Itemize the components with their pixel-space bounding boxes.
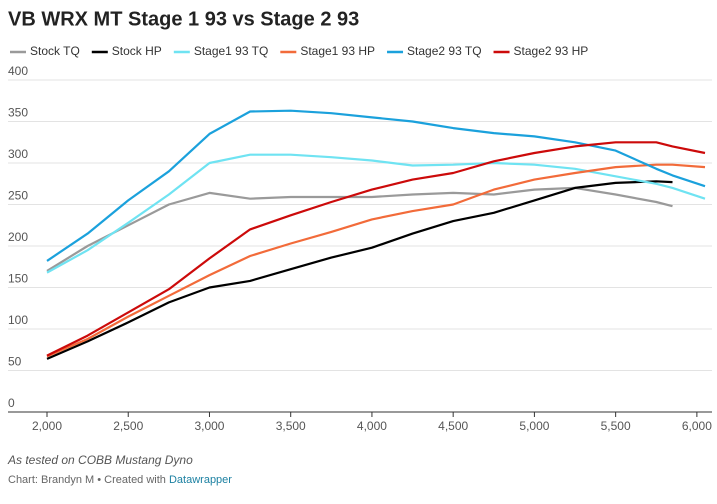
series-line bbox=[46, 186, 673, 272]
legend: Stock TQ Stock HP Stage1 93 TQ Stage1 93 HP… bbox=[10, 44, 588, 58]
x-tick-label: 5,500 bbox=[601, 419, 631, 433]
y-tick-label: 400 bbox=[8, 64, 28, 78]
x-tick-label: 4,500 bbox=[438, 419, 468, 433]
x-tick-label: 2,500 bbox=[113, 419, 143, 433]
x-tick-label: 5,000 bbox=[519, 419, 549, 433]
credit-text: Chart: Brandyn M • Created with bbox=[8, 474, 166, 486]
chart-note: As tested on COBB Mustang Dyno bbox=[7, 453, 193, 467]
chart-credit: Chart: Brandyn M • Created with Datawrap… bbox=[8, 474, 232, 486]
y-tick-label: 50 bbox=[8, 355, 22, 369]
y-tick-label: 150 bbox=[8, 272, 28, 286]
y-tick-label: 300 bbox=[8, 147, 28, 161]
series-line bbox=[46, 141, 706, 357]
x-tick-label: 4,000 bbox=[357, 419, 387, 433]
x-tick-label: 3,000 bbox=[194, 419, 224, 433]
legend-label: Stage2 93 TQ bbox=[407, 44, 482, 58]
series-line bbox=[46, 153, 706, 274]
series-line bbox=[46, 163, 706, 358]
x-tick-label: 3,500 bbox=[276, 419, 306, 433]
chart-title: VB WRX MT Stage 1 93 vs Stage 2 93 bbox=[8, 8, 359, 30]
legend-label: Stock HP bbox=[112, 44, 162, 58]
credit-link[interactable]: Datawrapper bbox=[169, 474, 232, 486]
y-tick-label: 100 bbox=[8, 313, 28, 327]
y-tick-label: 350 bbox=[8, 106, 28, 120]
x-tick-label: 6,000 bbox=[682, 419, 712, 433]
y-tick-label: 0 bbox=[8, 396, 15, 410]
x-tick-label: 2,000 bbox=[32, 419, 62, 433]
series-line bbox=[46, 180, 673, 360]
y-tick-label: 200 bbox=[8, 230, 28, 244]
legend-label: Stock TQ bbox=[30, 44, 80, 58]
series-line bbox=[46, 109, 706, 262]
legend-label: Stage1 93 TQ bbox=[194, 44, 269, 58]
y-tick-label: 250 bbox=[8, 189, 28, 203]
legend-label: Stage1 93 HP bbox=[300, 44, 375, 58]
legend-label: Stage2 93 HP bbox=[514, 44, 589, 58]
